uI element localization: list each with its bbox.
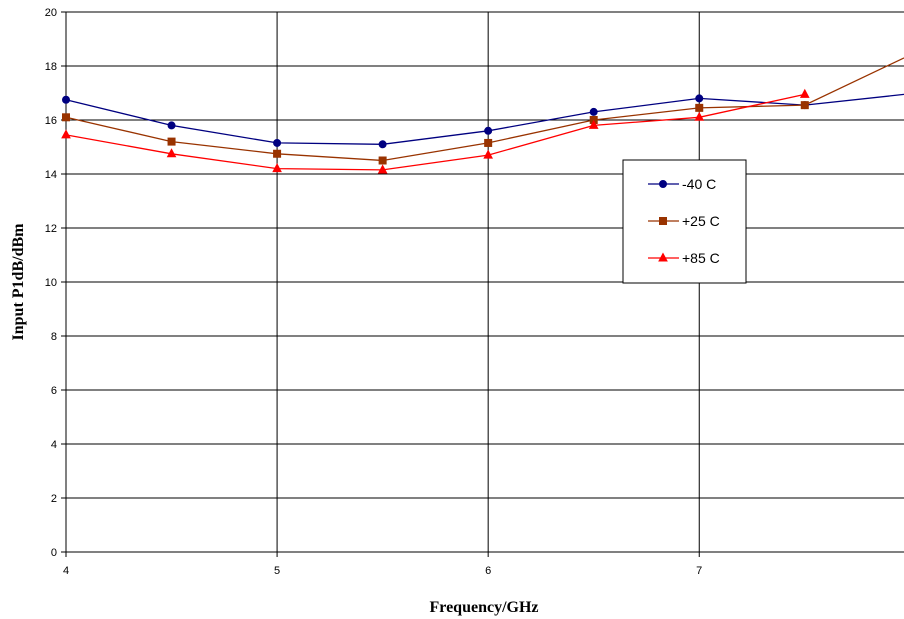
- y-tick-label: 4: [51, 439, 57, 451]
- legend-marker: [659, 180, 667, 188]
- data-point: [273, 149, 282, 158]
- legend-label: -40 C: [682, 176, 716, 192]
- y-tick-label: 16: [45, 115, 57, 127]
- data-point: [272, 163, 282, 173]
- y-tick-label: 18: [45, 61, 57, 73]
- data-point: [484, 138, 493, 147]
- grid: [66, 11, 904, 552]
- data-point: [800, 101, 809, 110]
- data-point: [61, 129, 71, 139]
- y-axis-title: Input P1dB/dBm: [10, 223, 27, 341]
- series-line: [65, 93, 805, 171]
- data-point: [799, 88, 810, 98]
- y-tick-label: 8: [51, 331, 57, 343]
- x-tick-labels: 4 5 6 7: [63, 565, 702, 577]
- y-tick-label: 10: [45, 277, 57, 289]
- data-point: [378, 156, 387, 165]
- data-point: [166, 148, 177, 158]
- y-tick-label: 12: [45, 223, 57, 235]
- legend-label: +25 C: [682, 213, 720, 229]
- y-tick-label: 0: [51, 547, 57, 559]
- x-axis-title: Frequency/GHz: [429, 599, 538, 616]
- legend: -40 C +25 C +85 C: [622, 159, 747, 284]
- series-1: [62, 93, 904, 149]
- legend-label: +85 C: [682, 250, 720, 266]
- data-point: [167, 121, 176, 130]
- series-3: [61, 88, 810, 174]
- series-layer: [61, 57, 904, 174]
- data-point: [378, 140, 387, 149]
- data-point: [589, 107, 598, 116]
- data-point: [588, 119, 599, 129]
- series-line: [65, 93, 904, 145]
- data-point: [695, 94, 704, 103]
- data-point: [62, 95, 70, 104]
- data-point: [377, 164, 388, 174]
- data-point: [694, 111, 705, 121]
- axes: [61, 11, 904, 557]
- legend-marker: [658, 252, 668, 262]
- x-tick-label: 7: [696, 565, 702, 577]
- legend-box: [622, 159, 747, 284]
- x-tick-label: 6: [485, 565, 491, 577]
- data-point: [273, 138, 282, 147]
- y-tick-labels: 0 2 4 6 8 10 12 14 16 18 20: [45, 7, 57, 559]
- data-point: [167, 137, 176, 146]
- y-tick-label: 20: [45, 7, 57, 19]
- legend-marker: [659, 217, 667, 225]
- y-tick-label: 2: [51, 493, 57, 505]
- data-point: [483, 149, 493, 159]
- x-tick-label: 4: [63, 565, 69, 577]
- series-2: [62, 57, 904, 165]
- data-point: [484, 126, 493, 135]
- y-tick-label: 6: [51, 385, 57, 397]
- x-tick-label: 5: [274, 565, 280, 577]
- data-point: [62, 113, 70, 122]
- data-point: [695, 103, 704, 112]
- y-tick-label: 14: [45, 169, 57, 181]
